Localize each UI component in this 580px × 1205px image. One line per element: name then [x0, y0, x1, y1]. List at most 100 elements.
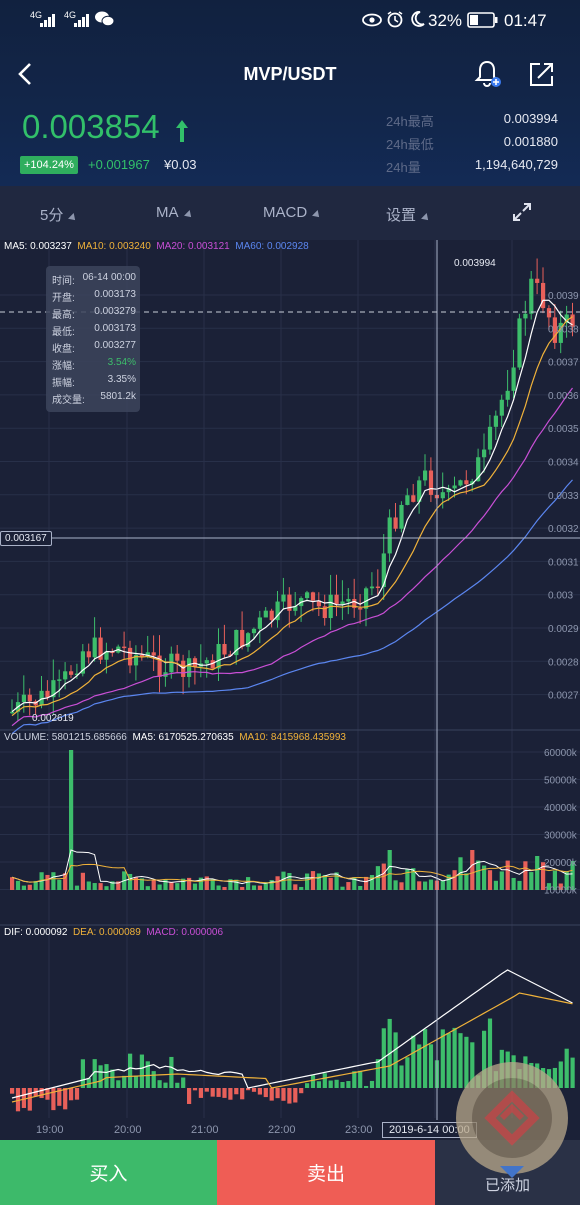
battery-percent: 32%: [428, 11, 463, 30]
candle-body: [458, 480, 463, 486]
time-tick: 19:00: [36, 1124, 64, 1136]
macd-bar: [458, 1033, 463, 1088]
tooltip-row: 时间: 06-14 00:00: [52, 272, 136, 287]
candle-tooltip: 时间: 06-14 00:00 开盘: 0.003173 最高: 0.003279 最…: [46, 266, 140, 412]
main-indicator-selector[interactable]: MA: [156, 204, 194, 221]
share-button[interactable]: [526, 60, 556, 90]
candle-body: [128, 647, 133, 666]
macd-bar: [375, 1059, 380, 1088]
candle-body: [57, 679, 62, 681]
interval-label: 5分: [40, 207, 64, 224]
volume-bar: [251, 885, 257, 890]
volume-bar: [517, 880, 522, 890]
candle-body: [346, 598, 351, 602]
candle-body: [334, 594, 339, 604]
sell-button[interactable]: 卖出: [217, 1140, 435, 1205]
volume-bar: [470, 850, 475, 890]
macd-bar: [293, 1088, 298, 1103]
macd-bar: [92, 1059, 97, 1088]
macd-bar: [240, 1088, 245, 1100]
interval-selector[interactable]: 5分: [40, 204, 79, 225]
candle-body: [234, 629, 239, 656]
buy-button[interactable]: 买入: [0, 1140, 217, 1205]
macd-bar: [263, 1088, 268, 1098]
candle-body: [364, 588, 369, 609]
volume-bar: [558, 883, 563, 890]
bell-add-icon: [474, 60, 501, 87]
signal-label-2: 4G: [64, 10, 77, 20]
tooltip-row: 开盘: 0.003173: [52, 289, 136, 304]
candle-body: [157, 655, 162, 677]
macd-bar: [428, 1044, 434, 1088]
sub-indicator-selector[interactable]: MACD: [263, 204, 323, 221]
share-icon: [530, 63, 553, 86]
settings-selector[interactable]: 设置: [386, 204, 431, 225]
time-tick: 22:00: [268, 1124, 296, 1136]
volume-bar: [246, 877, 251, 890]
alert-button[interactable]: [472, 58, 504, 90]
macd-bar: [423, 1029, 428, 1088]
kline-chart[interactable]: 0.0039 0.0038 0.0037 0.0036 0.0035 0.0034 0.00…: [0, 240, 580, 1120]
candle-body: [104, 651, 109, 660]
macd-bar: [369, 1080, 375, 1088]
volume-bar: [192, 883, 198, 890]
stat-label-low: 24h最低: [386, 137, 434, 152]
volume-bar: [334, 872, 339, 890]
dif-value: DIF: 0.000092: [4, 927, 68, 938]
candle-body: [151, 652, 156, 656]
candle-body: [204, 660, 209, 664]
fullscreen-button[interactable]: [512, 202, 532, 222]
volume-bar: [116, 881, 121, 890]
price-tick: 0.0035: [548, 424, 579, 435]
candle-body: [246, 633, 251, 647]
candle-body: [69, 671, 74, 675]
volume-tick: 50000k: [544, 776, 578, 787]
macd-bar: [399, 1065, 404, 1088]
volume-bar: [535, 856, 540, 890]
volume-bar: [198, 877, 203, 890]
stat-label-high: 24h最高: [386, 114, 434, 129]
price-tick: 0.0038: [548, 324, 579, 335]
macd-bar: [69, 1088, 74, 1101]
macd-bar: [204, 1088, 209, 1092]
macd-bar: [192, 1088, 198, 1091]
volume-bar: [328, 877, 333, 890]
macd-bar: [181, 1077, 186, 1088]
macd-bar: [139, 1054, 144, 1088]
macd-bar: [122, 1075, 127, 1088]
candle-body: [464, 480, 469, 485]
price-tick: 0.0034: [548, 458, 579, 469]
volume-bar: [275, 876, 280, 890]
volume-tick: 40000k: [544, 803, 578, 814]
macd-bar: [346, 1081, 351, 1088]
current-price: 0.003854: [22, 108, 160, 145]
candle-body: [263, 610, 268, 618]
candle-body: [175, 653, 180, 661]
macd-bar: [210, 1088, 215, 1097]
macd-bar: [440, 1029, 445, 1088]
macd-bar: [116, 1080, 121, 1088]
back-button[interactable]: [14, 60, 36, 88]
tooltip-row: 成交量: 5801.2k: [52, 391, 136, 406]
time-tick: 21:00: [191, 1124, 219, 1136]
candle-body: [529, 278, 534, 314]
clock: 01:47: [504, 11, 547, 30]
macd-bar: [257, 1088, 262, 1095]
expand-icon: [513, 203, 531, 221]
macd-bar: [552, 1067, 557, 1088]
macd-bar: [405, 1057, 410, 1088]
volume-bar: [181, 878, 186, 890]
change-percent-badge: +104.24%: [20, 156, 78, 174]
watermark-logo: [452, 1058, 572, 1188]
macd-bar: [334, 1079, 339, 1088]
macd-bar: [287, 1088, 292, 1104]
macd-bar: [163, 1082, 168, 1088]
macd-bar: [216, 1088, 221, 1097]
candle-body: [417, 480, 422, 502]
candle-body: [240, 629, 245, 647]
macd-bar: [470, 1042, 475, 1088]
signal-icon: [40, 12, 120, 28]
candle-body: [210, 660, 215, 669]
macd-bar: [133, 1075, 139, 1088]
volume-bar: [529, 872, 534, 890]
